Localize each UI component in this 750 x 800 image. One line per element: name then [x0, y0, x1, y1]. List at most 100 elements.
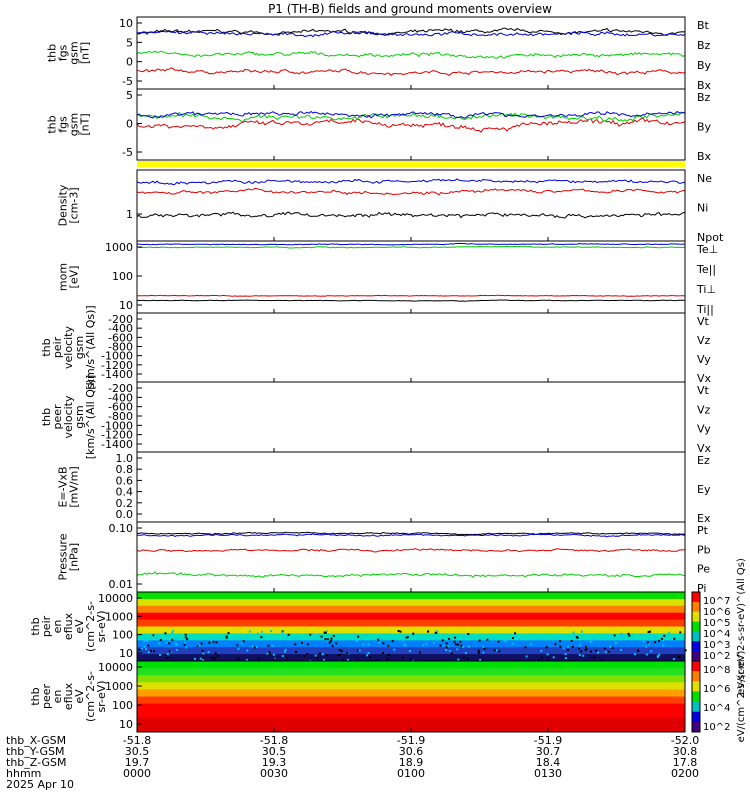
spectrogram-noise — [552, 656, 555, 659]
y-tick-label: -1000 — [101, 419, 133, 432]
spectrogram-noise — [200, 642, 203, 645]
spectrogram-noise — [159, 638, 162, 641]
spectrogram-noise — [611, 646, 614, 649]
spectrogram-noise — [355, 639, 358, 642]
spectrogram-noise — [393, 648, 396, 651]
spectrogram-noise — [367, 643, 370, 646]
spectrogram-noise — [678, 655, 681, 658]
spectrogram-noise — [541, 656, 544, 659]
spectrogram-noise — [441, 639, 444, 642]
spectrogram-noise — [152, 634, 155, 637]
y-tick-label: 0.10 — [109, 522, 134, 535]
spectrogram-noise — [202, 652, 205, 655]
spectrogram-noise — [406, 636, 409, 639]
spectrogram-noise — [317, 634, 320, 637]
spectrogram-noise — [366, 654, 369, 657]
spectrogram-noise — [208, 641, 211, 644]
spectrogram-noise — [214, 652, 217, 655]
spectrogram-noise — [253, 646, 256, 649]
spectrogram-noise — [340, 650, 343, 653]
x-row-label: thb_Z-GSM — [6, 756, 66, 769]
series-Ti|| — [136, 245, 686, 249]
legend-entry: Te|| — [696, 263, 716, 276]
x-tick-value: 30.5 — [262, 745, 287, 758]
y-axis-label: gsm — [68, 41, 81, 64]
x-tick-value: -51.9 — [534, 734, 562, 747]
panel-frame — [136, 240, 686, 314]
x-row-label: 2025 Apr 10 — [6, 778, 74, 791]
spectrogram-noise — [347, 658, 350, 661]
y-axis-label: (cm^2-s- — [84, 601, 97, 652]
y-axis-label: peer — [40, 684, 53, 710]
spectrogram-noise — [165, 641, 168, 644]
colorbar-tick: 10^7 — [703, 596, 730, 607]
spectrogram-noise — [672, 658, 675, 661]
spectrogram-noise — [158, 653, 161, 656]
spectrogram-noise — [464, 652, 467, 655]
spectrogram-noise — [202, 656, 205, 659]
spectrogram-noise — [318, 652, 321, 655]
spectrogram-noise — [460, 644, 463, 647]
x-row-label: thb_X-GSM — [6, 734, 66, 747]
spectrogram-noise — [450, 652, 453, 655]
spectrogram-noise — [153, 650, 156, 653]
y-axis-label: fgs — [57, 44, 70, 61]
spectrogram-noise — [248, 630, 251, 633]
spectrogram-noise — [147, 651, 150, 654]
spectrogram-noise — [199, 657, 202, 660]
spectrogram-band — [137, 661, 685, 669]
spectrogram-noise — [640, 633, 643, 636]
colorbar-tick: 10^6 — [703, 684, 730, 695]
legend-entry: Bz — [697, 91, 711, 104]
spectrogram-noise — [326, 638, 329, 641]
panel-5: Vt Vz Vy Vx -200-400-600-800-1000-1200-1400 t… — [40, 305, 712, 389]
spectrogram-noise — [242, 640, 245, 643]
spectrogram-noise — [328, 641, 331, 644]
y-axis-label: thb — [40, 338, 53, 356]
colorbar-tick: 10^3 — [703, 640, 730, 651]
spectrogram-noise — [326, 640, 329, 643]
colorbar-segment — [692, 651, 700, 662]
spectrogram-noise — [174, 642, 177, 645]
y-axis-label: peer — [51, 404, 64, 430]
y-axis-label: eV — [73, 619, 86, 634]
series-Pe — [136, 571, 686, 578]
spectrogram-noise — [341, 659, 344, 662]
spectrogram-noise — [330, 640, 333, 643]
y-axis-label: en — [51, 690, 64, 704]
y-tick-label: -800 — [108, 410, 133, 423]
spectrogram-noise — [647, 638, 650, 641]
y-axis-label: fgs — [57, 116, 70, 133]
spectrogram-noise — [210, 639, 213, 642]
colorbar-segment — [692, 592, 700, 603]
colorbar-tick: 10^4 — [703, 629, 730, 640]
y-axis-label: gsm — [73, 405, 86, 428]
y-tick-label: 0.01 — [109, 578, 134, 591]
spectrogram-noise — [486, 638, 489, 641]
spectrogram-noise — [545, 646, 548, 649]
spectrogram-noise — [386, 658, 389, 661]
spectrogram-noise — [647, 631, 650, 634]
spectrogram-noise — [149, 650, 152, 653]
spectrogram-noise — [376, 659, 379, 662]
y-tick-label: -5 — [122, 75, 133, 88]
y-axis-label: thb — [46, 115, 59, 133]
x-tick-value: -51.9 — [397, 734, 425, 747]
spectrogram-noise — [168, 642, 171, 645]
spectrogram-noise — [584, 648, 587, 651]
colorbar-tick: 10^6 — [703, 607, 730, 618]
y-axis-label: Density — [57, 184, 70, 226]
spectrogram-noise — [498, 650, 501, 653]
spectrogram-noise — [251, 645, 254, 648]
y-tick-label: 5 — [126, 89, 133, 102]
spectrogram-noise — [436, 632, 439, 635]
spectrogram-noise — [309, 633, 312, 636]
series-Bx — [136, 110, 686, 119]
legend-entry: Ez — [697, 454, 710, 467]
spectrogram-band — [137, 633, 685, 641]
spectrogram-noise — [245, 636, 248, 639]
spectrogram-noise — [214, 636, 217, 639]
spectrogram-noise — [662, 644, 665, 647]
